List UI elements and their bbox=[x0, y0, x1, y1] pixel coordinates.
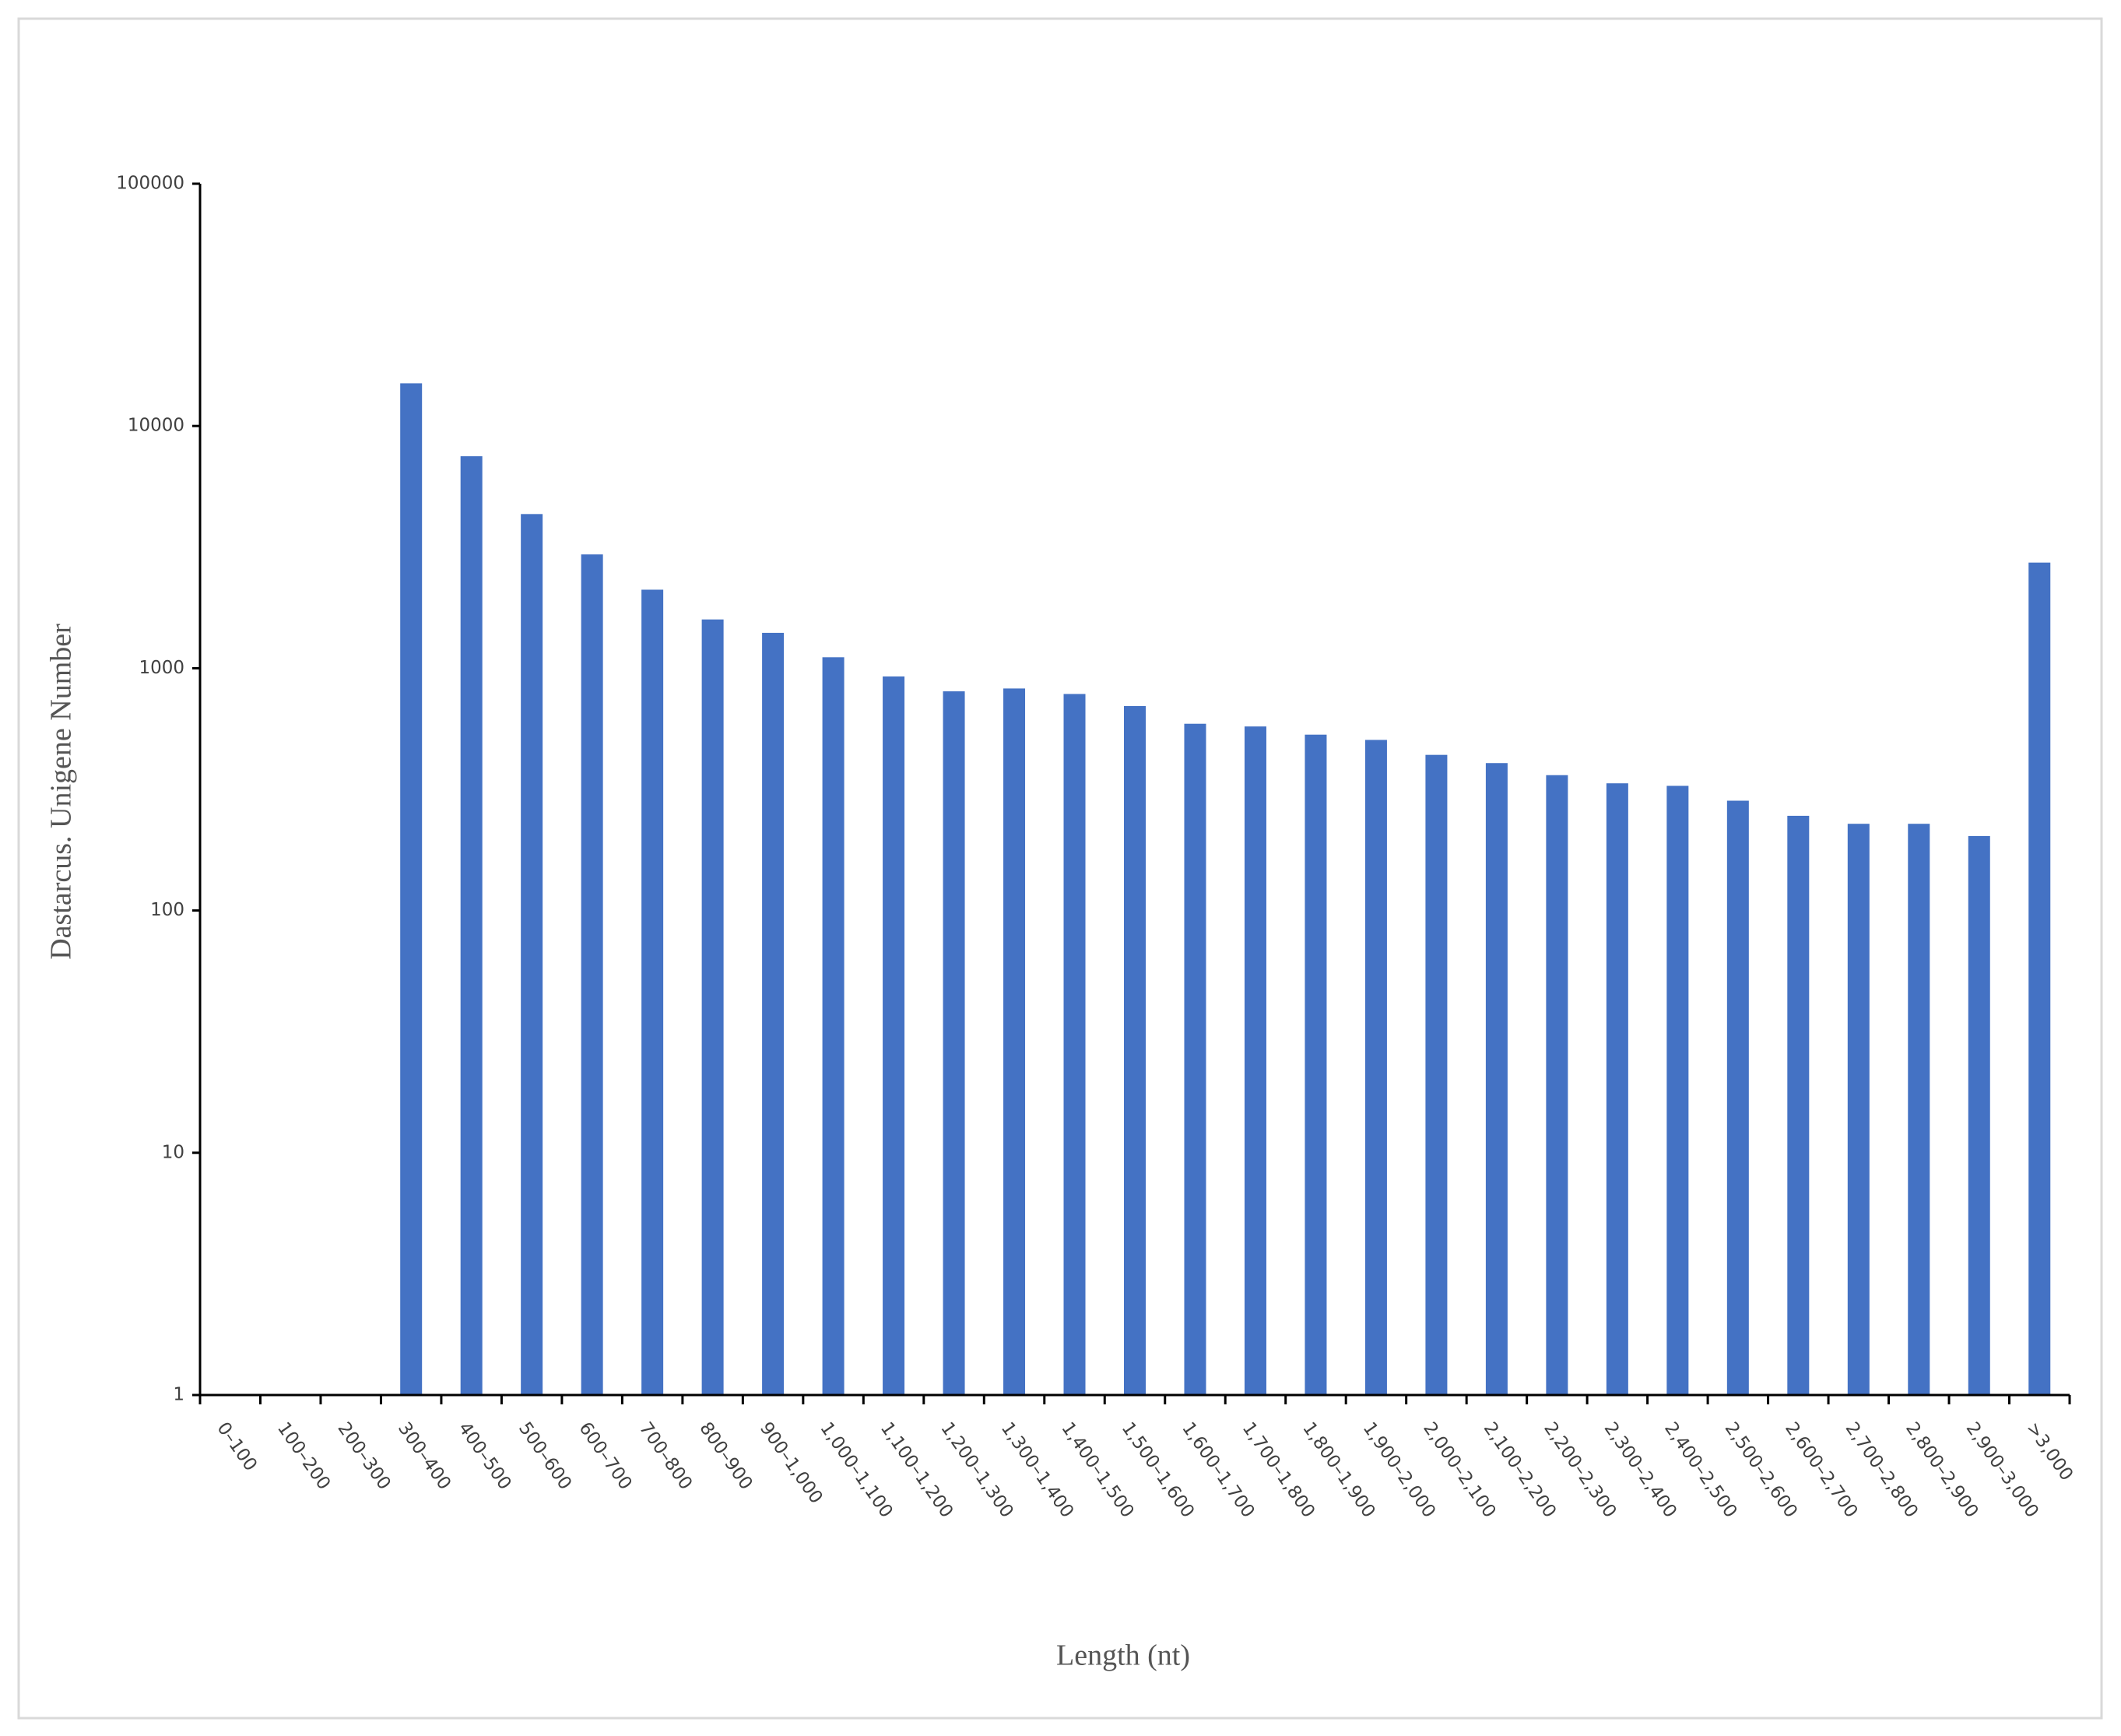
x-tick-label: 900–1,000 bbox=[756, 1418, 827, 1507]
x-tick-label: 300–400 bbox=[394, 1418, 455, 1493]
y-tick-label: 100000 bbox=[116, 174, 184, 194]
bar bbox=[1063, 694, 1086, 1395]
bar bbox=[400, 383, 423, 1395]
y-tick-label: 10 bbox=[162, 1142, 184, 1162]
x-tick-label: 600–700 bbox=[574, 1418, 635, 1493]
y-tick-label: 1 bbox=[173, 1385, 184, 1405]
bar bbox=[1726, 800, 1749, 1395]
bar bbox=[1425, 754, 1448, 1395]
bar bbox=[641, 589, 664, 1395]
bar bbox=[1364, 740, 1387, 1395]
bar bbox=[1847, 824, 1870, 1395]
x-tick-label: 400–500 bbox=[454, 1418, 514, 1493]
bar bbox=[581, 554, 603, 1395]
bar bbox=[822, 657, 845, 1395]
bar bbox=[1184, 723, 1206, 1395]
x-axis-title: Length (nt) bbox=[1056, 1639, 1190, 1672]
bar bbox=[1606, 783, 1628, 1395]
x-tick-label: >3,000 bbox=[2022, 1418, 2077, 1485]
bar bbox=[1305, 734, 1327, 1395]
x-tick-label: 100–200 bbox=[273, 1418, 334, 1493]
bar bbox=[883, 676, 905, 1395]
bar bbox=[1546, 775, 1568, 1395]
bar bbox=[762, 632, 785, 1395]
x-tick-label: 800–900 bbox=[695, 1418, 756, 1493]
x-tick-label: 200–300 bbox=[333, 1418, 394, 1493]
bar bbox=[1244, 726, 1266, 1395]
bar bbox=[1968, 835, 1990, 1395]
x-tick-label: 700–800 bbox=[635, 1418, 696, 1493]
bar bbox=[1003, 688, 1026, 1395]
bar bbox=[943, 691, 965, 1395]
bar bbox=[1485, 763, 1508, 1395]
y-tick-label: 1000 bbox=[139, 658, 184, 678]
bar bbox=[460, 456, 483, 1395]
bar bbox=[1124, 705, 1146, 1395]
chart-border bbox=[17, 17, 2103, 1720]
y-axis-title: Dastarcus. Unigene Number bbox=[45, 624, 78, 960]
bar bbox=[521, 514, 543, 1395]
bar bbox=[1787, 815, 1810, 1395]
bar bbox=[2028, 562, 2051, 1395]
bar bbox=[701, 619, 724, 1395]
y-tick-label: 10000 bbox=[128, 416, 184, 436]
y-tick-label: 100 bbox=[150, 900, 184, 920]
bar bbox=[1908, 824, 1930, 1395]
x-tick-label: 500–600 bbox=[514, 1418, 575, 1493]
bar bbox=[1666, 785, 1689, 1395]
x-tick-label: 0–100 bbox=[213, 1418, 261, 1474]
